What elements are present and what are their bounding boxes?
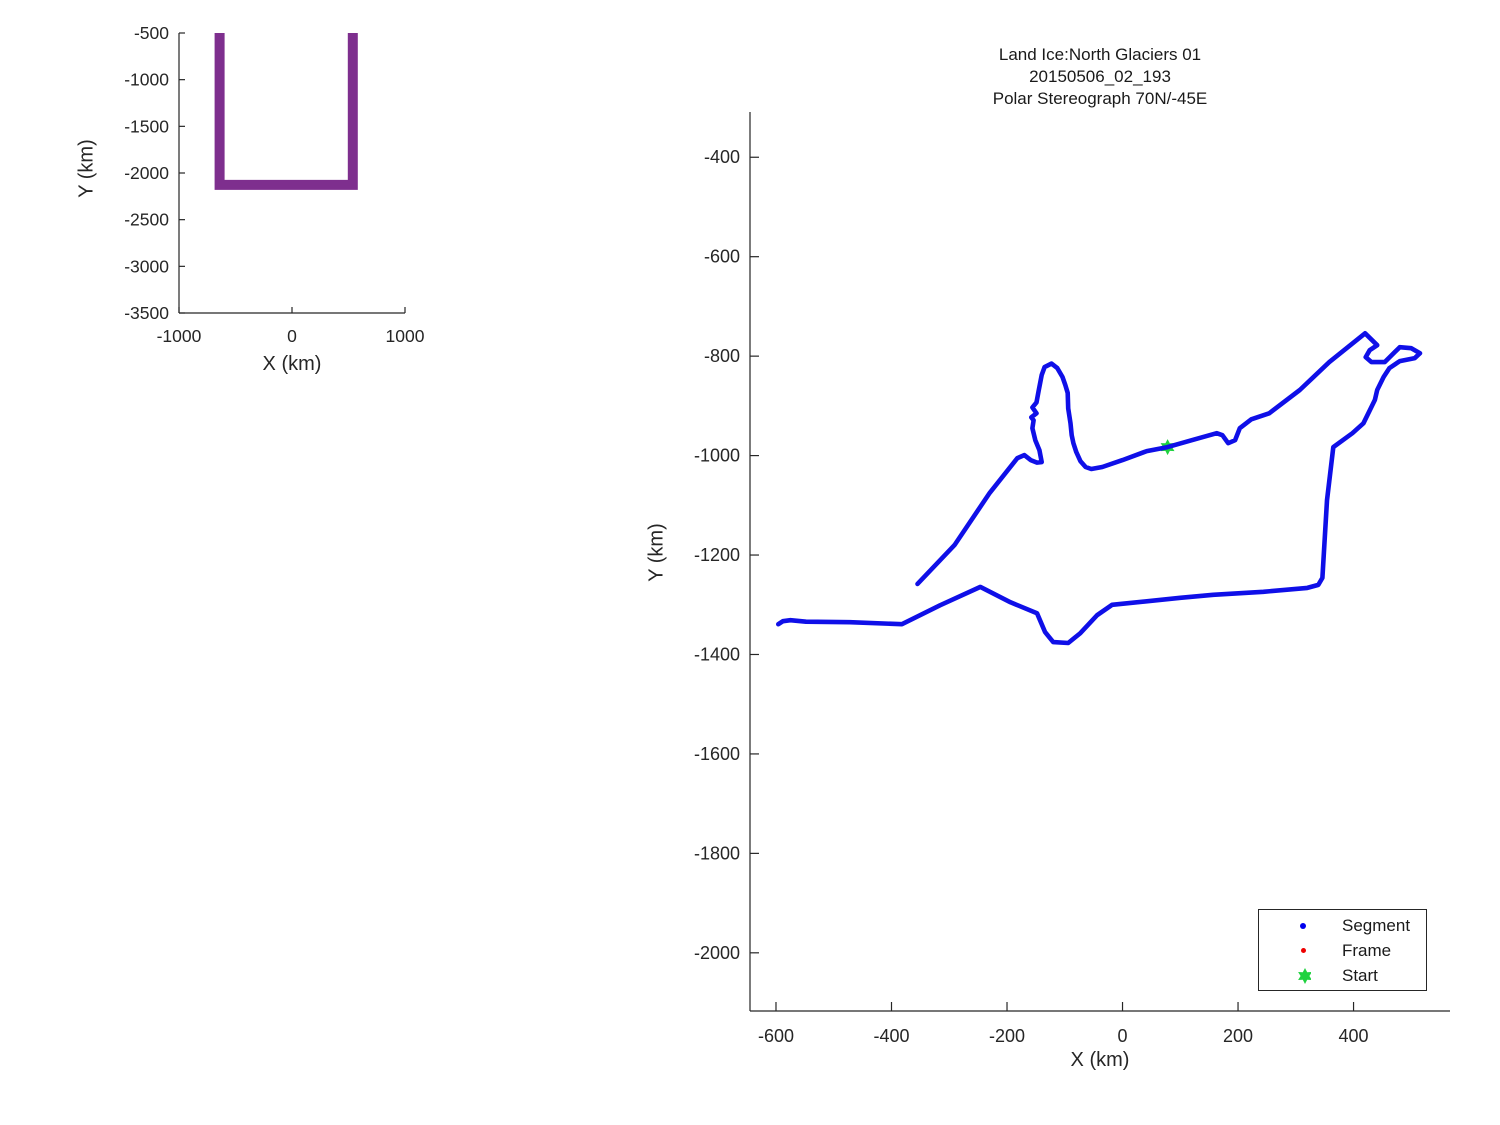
legend-dot-icon (1295, 922, 1311, 929)
x-tick-label: 1000 (386, 326, 425, 346)
x-tick-label: 0 (287, 326, 297, 346)
x-tick-label: 200 (1223, 1026, 1253, 1046)
y-tick-label: -2000 (694, 943, 740, 963)
x-tick-label: 0 (1118, 1026, 1128, 1046)
legend-item-frame: Frame (1259, 938, 1426, 963)
legend: Segment Frame Start (1258, 909, 1427, 991)
legend-star-icon (1295, 966, 1311, 986)
start-marker (1160, 439, 1175, 456)
legend-dot-icon (1295, 948, 1311, 953)
y-tick-label: -400 (704, 147, 740, 167)
plot-title-line-3: Polar Stereograph 70N/-45E (992, 89, 1208, 108)
series-mission-ground-track (214, 33, 358, 190)
y-tick-label: -1000 (124, 70, 169, 90)
y-tick-label: -1200 (694, 545, 740, 565)
x-tick-label: -1000 (157, 326, 202, 346)
main-y-axis-label: Y (km) (645, 523, 668, 582)
y-tick-label: -3500 (124, 303, 169, 323)
series-segment-track (775, 330, 1423, 646)
y-tick-label: -2500 (124, 210, 169, 230)
y-tick-label: -600 (704, 247, 740, 267)
overview-x-axis-label: X (km) (262, 353, 322, 375)
y-tick-label: -2000 (124, 163, 169, 183)
y-tick-label: -3000 (124, 256, 169, 276)
y-tick-label: -1500 (124, 116, 169, 136)
x-tick-label: 400 (1339, 1026, 1369, 1046)
legend-item-segment: Segment (1259, 913, 1426, 938)
legend-item-start: Start (1259, 963, 1426, 988)
overview-y-axis-label: Y (km) (75, 139, 98, 198)
main-x-axis-label: X (km) (1070, 1049, 1130, 1071)
plot-title-line-2: 20150506_02_193 (1029, 67, 1171, 86)
y-tick-label: -1600 (694, 744, 740, 764)
x-tick-label: -400 (873, 1026, 909, 1046)
y-tick-label: -1400 (694, 644, 740, 664)
y-tick-label: -1800 (694, 843, 740, 863)
y-tick-label: -1000 (694, 446, 740, 466)
y-tick-label: -500 (134, 23, 169, 43)
legend-label: Segment (1342, 915, 1411, 935)
legend-label: Frame (1342, 940, 1392, 960)
plot-title-line-1: Land Ice:North Glaciers 01 (998, 45, 1202, 64)
plot-title: Land Ice:North Glaciers 01 20150506_02_1… (900, 44, 1300, 110)
y-tick-label: -800 (704, 346, 740, 366)
legend-label: Start (1342, 965, 1378, 985)
x-tick-label: -200 (989, 1026, 1025, 1046)
x-tick-label: -600 (758, 1026, 794, 1046)
